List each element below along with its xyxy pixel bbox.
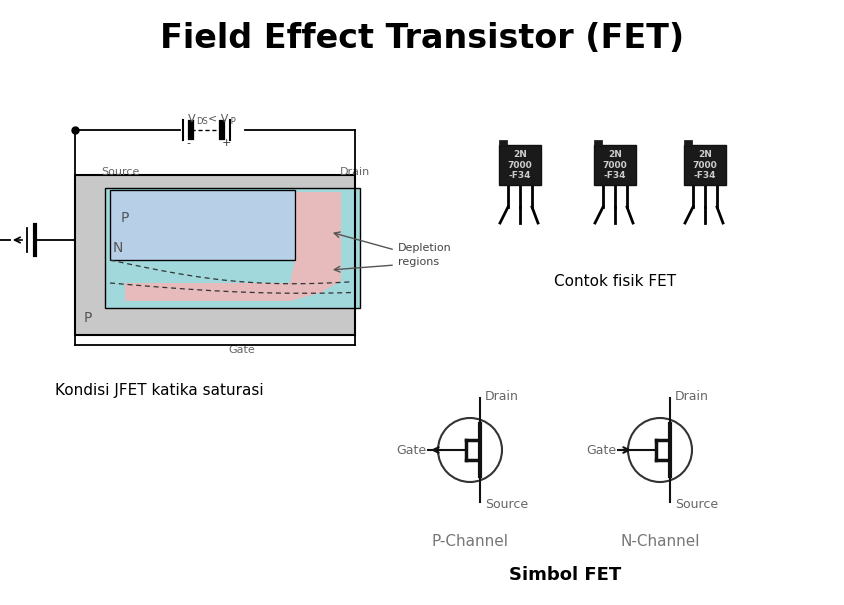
Bar [593, 145, 636, 185]
Bar [499, 140, 506, 146]
Text: Simbol FET: Simbol FET [508, 566, 620, 584]
Bar [683, 140, 691, 146]
Text: +: + [221, 138, 230, 148]
Text: Gate: Gate [585, 443, 615, 457]
Text: < V: < V [208, 114, 228, 124]
Text: Drain: Drain [339, 167, 370, 177]
Bar [75, 175, 354, 335]
Text: 2N
7000
-F34: 2N 7000 -F34 [602, 150, 626, 180]
Text: -: - [186, 138, 190, 148]
Bar [105, 188, 360, 308]
Bar [75, 175, 354, 335]
Text: Contok fisik FET: Contok fisik FET [554, 275, 675, 290]
Bar [105, 188, 360, 308]
Polygon shape [125, 192, 341, 301]
Bar [593, 140, 601, 146]
Text: 2N
7000
-F34: 2N 7000 -F34 [507, 150, 532, 180]
Text: Source: Source [674, 497, 717, 511]
Text: V: V [188, 114, 196, 124]
Text: P: P [84, 311, 92, 325]
Text: N: N [113, 241, 123, 255]
Text: 2N
7000
-F34: 2N 7000 -F34 [692, 150, 717, 180]
Text: P-Channel: P-Channel [431, 534, 508, 549]
Text: Source: Source [484, 497, 528, 511]
Text: P: P [228, 117, 235, 125]
Text: DS: DS [196, 117, 208, 125]
Text: Field Effect Transistor (FET): Field Effect Transistor (FET) [160, 22, 684, 54]
Text: N-Channel: N-Channel [619, 534, 699, 549]
Bar [499, 145, 540, 185]
Text: P: P [121, 211, 129, 225]
Text: Source: Source [100, 167, 139, 177]
Text: Depletion
regions: Depletion regions [398, 243, 452, 267]
Text: Drain: Drain [674, 390, 708, 402]
Text: Drain: Drain [484, 390, 518, 402]
Bar [683, 145, 725, 185]
Text: Gate: Gate [395, 443, 425, 457]
Text: Kondisi JFET katika saturasi: Kondisi JFET katika saturasi [55, 382, 263, 397]
Bar [110, 190, 295, 260]
Bar [110, 190, 295, 260]
Text: Gate: Gate [228, 345, 254, 355]
